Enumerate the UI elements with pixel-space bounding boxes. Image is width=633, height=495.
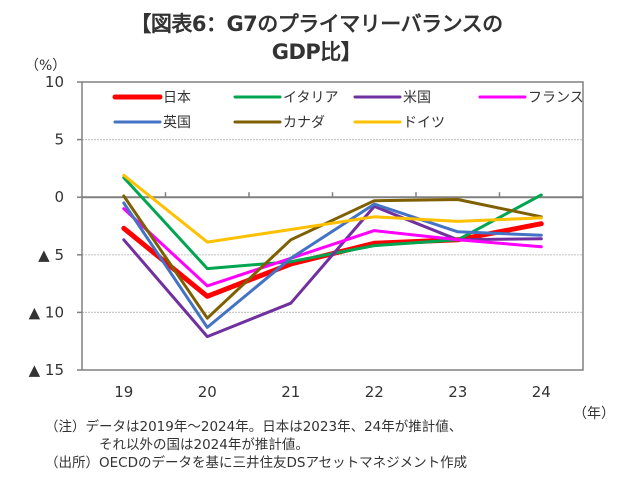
x-tick-label: 20 <box>198 383 217 401</box>
series-line-カナダ <box>122 194 543 320</box>
x-axis-unit-label: （年） <box>573 406 615 422</box>
legend-item: ドイツ <box>353 115 445 131</box>
chart-title-line-1: 【図表6：G7のプライマリーバランスの <box>130 12 503 36</box>
y-tick-label: 5 <box>54 131 64 149</box>
y-tick-label: ▲ 10 <box>29 303 64 321</box>
legend-item: 英国 <box>113 114 191 131</box>
y-tick-label: ▲ 5 <box>38 246 64 264</box>
gridlines <box>82 139 583 313</box>
x-tick-label: 19 <box>114 383 133 401</box>
legend-item: フランス <box>478 90 584 106</box>
legend-label: 英国 <box>163 114 191 131</box>
source-line: （出所）OECDのデータを基に三井住友DSアセットマネジメント作成 <box>45 455 468 471</box>
x-tick-labels: 19 20 21 22 23 24 <box>114 383 551 401</box>
chart-title: 【図表6：G7のプライマリーバランスの GDP比】 <box>0 10 633 66</box>
legend-item: イタリア <box>233 90 338 106</box>
x-tick-label: 24 <box>532 383 551 401</box>
y-tick-label: 10 <box>45 73 64 91</box>
x-tick-label: 22 <box>365 383 384 401</box>
x-tick-label: 21 <box>281 383 300 401</box>
legend-label: 米国 <box>403 90 431 106</box>
x-tick-label: 23 <box>448 383 467 401</box>
axes <box>77 81 584 371</box>
legend-item: 米国 <box>353 90 431 106</box>
legend-label: 日本 <box>163 90 191 106</box>
legend-label: フランス <box>528 90 584 106</box>
series-line-ドイツ <box>122 173 543 244</box>
legend-item: カナダ <box>233 115 325 131</box>
chart-notes: （注）データは2019年～2024年。日本は2023年、24年が推計値、 それ以… <box>45 418 467 472</box>
legend-label: イタリア <box>283 90 338 106</box>
legend-label: カナダ <box>283 115 325 131</box>
y-tick-label: 0 <box>54 188 64 206</box>
legend-item: 日本 <box>112 90 191 106</box>
legend-label: ドイツ <box>403 115 445 131</box>
series-lines <box>121 173 544 339</box>
note-line-2: それ以外の国は2024年が推計値。 <box>99 437 309 453</box>
chart-title-line-2: GDP比】 <box>271 40 362 64</box>
plot-frame <box>81 81 584 371</box>
y-tick-labels: 10 5 0 ▲ 5 ▲ 10 ▲ 15 <box>29 73 64 379</box>
series-line-フランス <box>122 207 543 288</box>
series-line-英国 <box>122 201 543 329</box>
y-tick-label: ▲ 15 <box>29 361 64 379</box>
note-line-1: （注）データは2019年～2024年。日本は2023年、24年が推計値、 <box>45 419 463 435</box>
y-axis-unit-label: （%） <box>25 58 67 74</box>
